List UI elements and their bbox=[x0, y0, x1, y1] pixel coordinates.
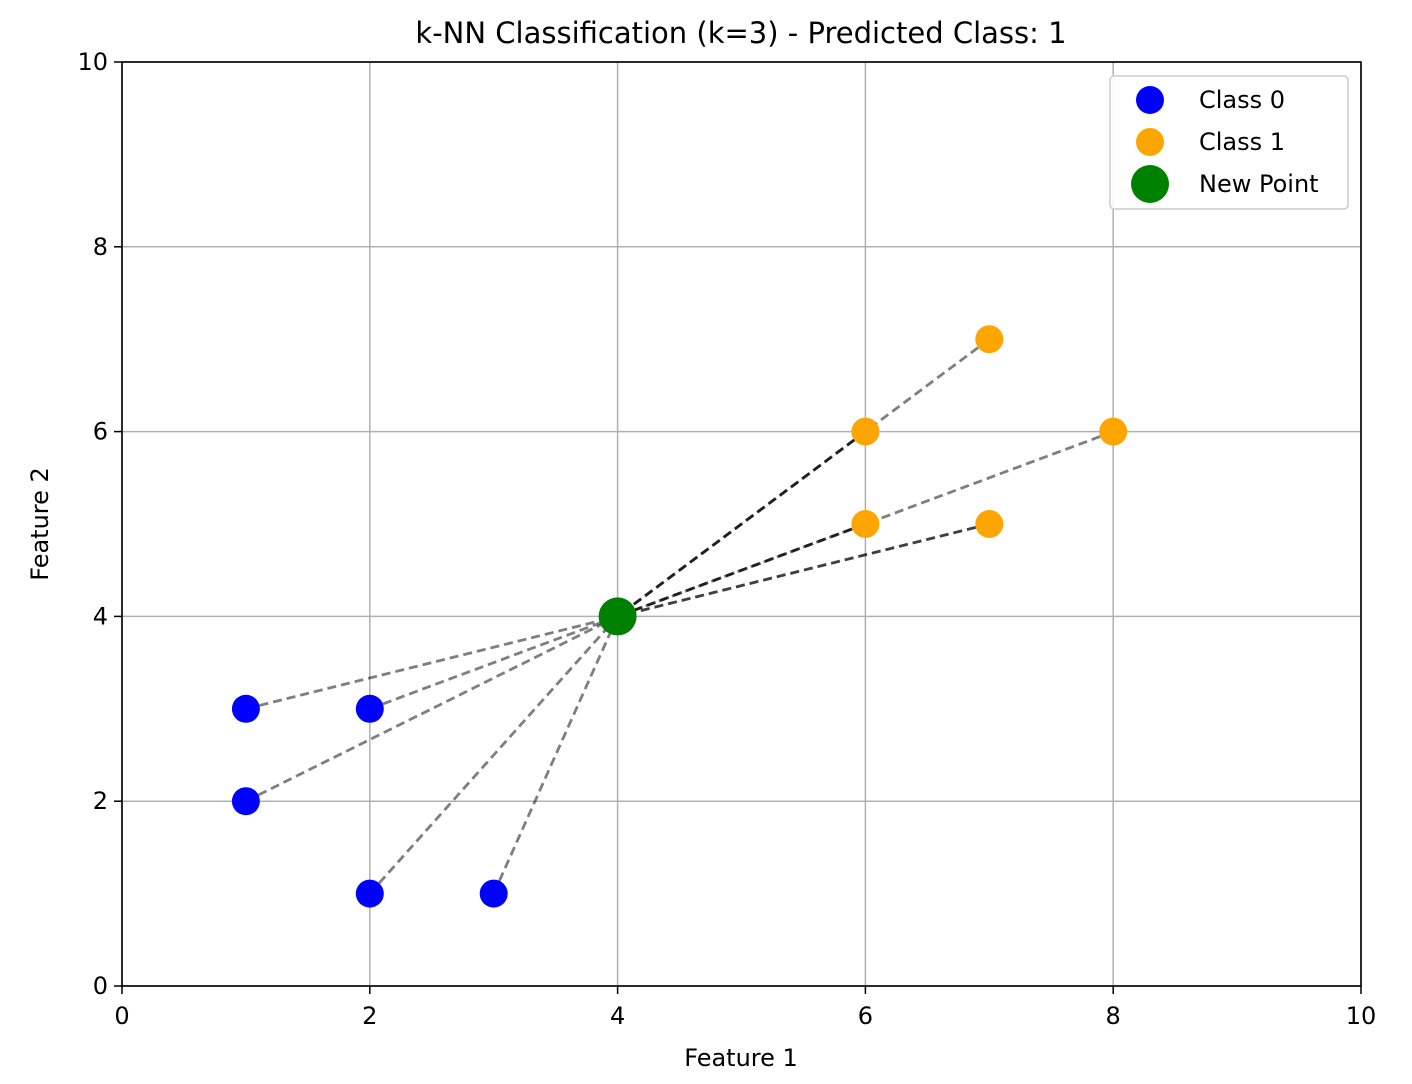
legend-label: Class 1 bbox=[1199, 128, 1285, 156]
class-1-point bbox=[851, 510, 880, 538]
axis-ticks: 0 2 4 6 8 10 0 2 4 6 8 10 bbox=[77, 48, 1376, 1030]
class-0-point bbox=[479, 879, 508, 908]
legend: Class 0 Class 1 New Point bbox=[1109, 75, 1349, 210]
class-1-point bbox=[975, 325, 1004, 354]
plot-frame bbox=[121, 61, 1362, 987]
y-tick-label: 6 bbox=[93, 418, 108, 446]
x-tick-label: 0 bbox=[114, 1002, 129, 1030]
nearest-neighbor-line bbox=[617, 522, 990, 618]
data-points bbox=[231, 325, 1128, 908]
new-point-point bbox=[598, 597, 637, 636]
nearest-neighbor-line bbox=[617, 522, 866, 618]
y-tick-label: 0 bbox=[93, 972, 108, 1000]
legend-marker bbox=[1136, 86, 1164, 114]
y-tick-label: 10 bbox=[77, 48, 108, 76]
x-tick-label: 10 bbox=[1346, 1002, 1377, 1030]
x-tick-label: 6 bbox=[858, 1002, 873, 1030]
neighbor-lines bbox=[245, 338, 1114, 895]
x-tick-label: 8 bbox=[1106, 1002, 1121, 1030]
legend-marker bbox=[1136, 128, 1164, 156]
y-tick-label: 8 bbox=[93, 233, 108, 261]
class-0-point bbox=[355, 879, 384, 908]
class-1-point bbox=[975, 510, 1004, 538]
distance-line bbox=[369, 615, 619, 711]
distance-line bbox=[616, 338, 991, 618]
legend-label: New Point bbox=[1199, 170, 1319, 198]
distance-line bbox=[245, 615, 618, 711]
x-axis-label: Feature 1 bbox=[684, 1044, 798, 1072]
y-axis-label: Feature 2 bbox=[26, 467, 54, 581]
class-1-point bbox=[1099, 417, 1128, 446]
class-1-point bbox=[851, 417, 880, 446]
y-tick-label: 4 bbox=[93, 602, 108, 630]
x-tick-label: 2 bbox=[362, 1002, 377, 1030]
y-tick-label: 2 bbox=[93, 787, 108, 815]
legend-box bbox=[1109, 75, 1349, 210]
class-0-point bbox=[355, 694, 384, 723]
legend-marker bbox=[1131, 165, 1169, 203]
distance-line bbox=[368, 615, 619, 895]
class-0-point bbox=[231, 787, 260, 816]
legend-label: Class 0 bbox=[1199, 86, 1285, 114]
grid bbox=[121, 61, 1362, 987]
distance-line bbox=[492, 615, 619, 895]
chart-title: k-NN Classification (k=3) - Predicted Cl… bbox=[415, 16, 1066, 50]
class-0-point bbox=[231, 694, 260, 723]
x-tick-label: 4 bbox=[610, 1002, 625, 1030]
